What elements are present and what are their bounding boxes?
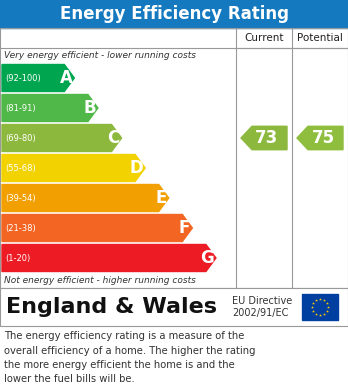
Text: (1-20): (1-20): [5, 253, 30, 262]
Text: A: A: [60, 69, 72, 87]
Polygon shape: [2, 124, 121, 151]
Text: Current: Current: [244, 33, 284, 43]
Text: Energy Efficiency Rating: Energy Efficiency Rating: [60, 5, 288, 23]
Text: overall efficiency of a home. The higher the rating: overall efficiency of a home. The higher…: [4, 346, 255, 355]
Polygon shape: [2, 185, 169, 212]
Polygon shape: [297, 126, 343, 150]
Bar: [0, 0, 348, 28]
Polygon shape: [2, 65, 74, 91]
Text: Very energy efficient - lower running costs: Very energy efficient - lower running co…: [4, 51, 196, 60]
Text: E: E: [155, 189, 167, 207]
Text: Not energy efficient - higher running costs: Not energy efficient - higher running co…: [4, 276, 196, 285]
Polygon shape: [2, 244, 216, 271]
Text: C: C: [107, 129, 120, 147]
Text: B: B: [83, 99, 96, 117]
Text: F: F: [179, 219, 190, 237]
Polygon shape: [2, 215, 192, 242]
Text: the more energy efficient the home is and the: the more energy efficient the home is an…: [4, 360, 235, 370]
Text: D: D: [129, 159, 143, 177]
Bar: [302, 294, 338, 320]
Text: EU Directive: EU Directive: [232, 296, 292, 306]
Text: Potential: Potential: [297, 33, 343, 43]
Text: (55-68): (55-68): [5, 163, 36, 172]
Text: (92-100): (92-100): [5, 74, 41, 83]
Text: 73: 73: [255, 129, 279, 147]
Text: G: G: [200, 249, 214, 267]
Polygon shape: [241, 126, 287, 150]
Text: The energy efficiency rating is a measure of the: The energy efficiency rating is a measur…: [4, 331, 244, 341]
Text: (81-91): (81-91): [5, 104, 35, 113]
Text: 2002/91/EC: 2002/91/EC: [232, 308, 288, 318]
Text: England & Wales: England & Wales: [6, 297, 217, 317]
Polygon shape: [2, 95, 98, 122]
Bar: [0, 28, 348, 288]
Polygon shape: [2, 154, 145, 181]
Text: lower the fuel bills will be.: lower the fuel bills will be.: [4, 375, 135, 384]
Text: (69-80): (69-80): [5, 133, 36, 142]
Text: (21-38): (21-38): [5, 224, 36, 233]
Bar: [0, 288, 348, 326]
Text: 75: 75: [311, 129, 334, 147]
Text: (39-54): (39-54): [5, 194, 35, 203]
